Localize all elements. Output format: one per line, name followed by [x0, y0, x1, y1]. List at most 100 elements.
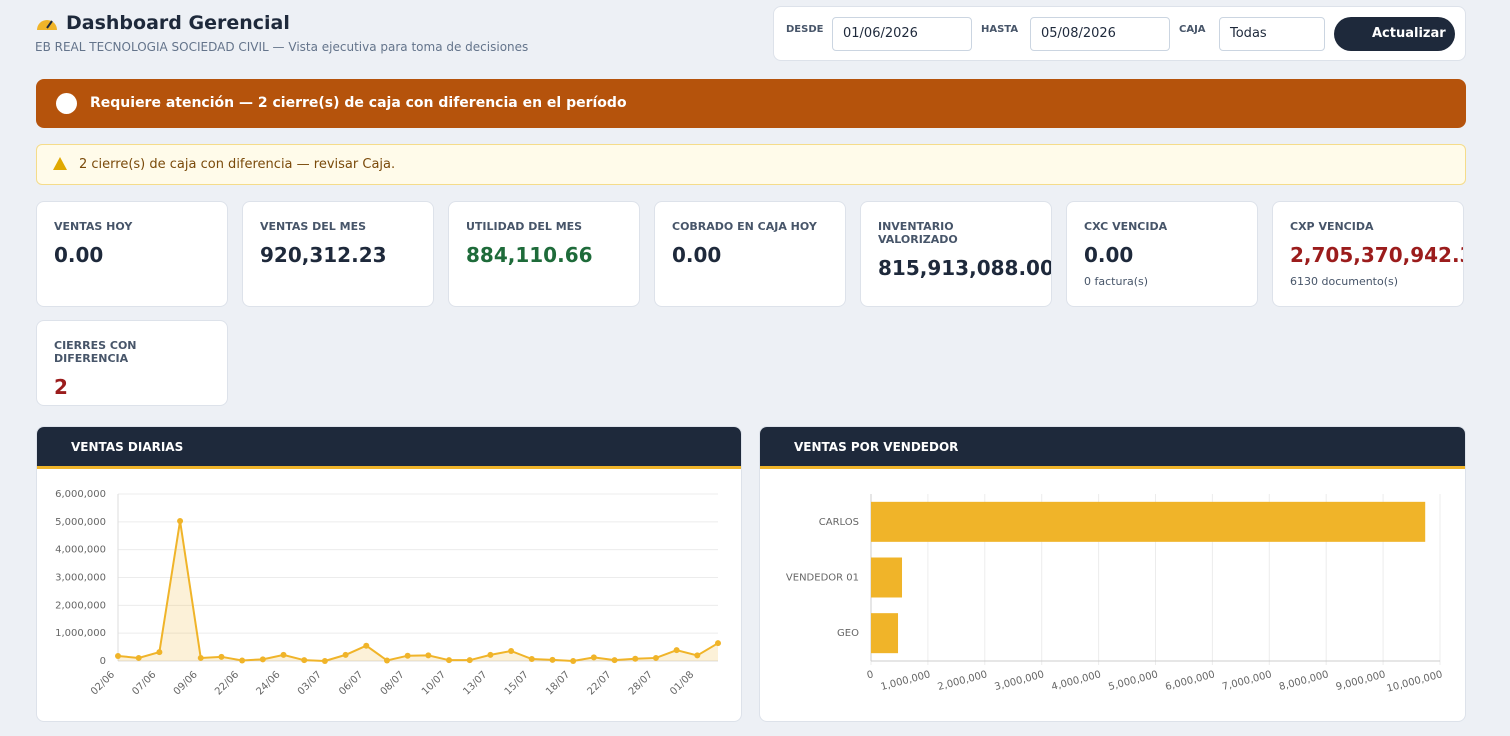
kpi-value: 0.00: [672, 243, 722, 267]
kpi-label: VENTAS DEL MES: [260, 220, 367, 233]
filter-label: DESDE: [786, 24, 824, 35]
x-tick-label: 08/07: [379, 669, 407, 697]
point: [694, 652, 701, 659]
point: [549, 656, 556, 663]
point: [466, 657, 473, 664]
x-tick-label: 18/07: [544, 669, 572, 697]
kpi-value: 2: [54, 375, 68, 399]
point: [321, 658, 328, 664]
point: [446, 657, 453, 664]
kpi-value: 0.00: [54, 243, 104, 267]
x-tick-label: 3,000,000: [993, 669, 1045, 693]
gauge-icon: [37, 20, 57, 30]
x-tick-label: 22/06: [213, 669, 241, 697]
filter-label: HASTA: [981, 24, 1019, 35]
point: [218, 653, 225, 660]
refresh-button[interactable]: Actualizar: [1334, 17, 1455, 51]
y-tick-label: 5,000,000: [55, 517, 106, 528]
kpi-card: CXC VENCIDA 0.00 0 factura(s): [1066, 201, 1258, 307]
point: [570, 658, 577, 664]
kpi-card: INVENTARIO VALORIZADO 815,913,088.00: [860, 201, 1052, 307]
filter-bar: DESDE 01/06/2026 HASTA 05/08/2026 CAJA T…: [773, 6, 1466, 61]
point: [632, 655, 639, 662]
x-tick-label: 06/07: [337, 669, 365, 697]
bar: [871, 557, 903, 598]
x-tick-label: 09/06: [172, 669, 200, 697]
x-tick-label: 07/06: [130, 669, 158, 697]
kpi-card: VENTAS HOY 0.00: [36, 201, 228, 307]
point: [363, 642, 370, 649]
x-tick-label: 10,000,000: [1386, 669, 1444, 694]
kpi-label: INVENTARIO VALORIZADO: [878, 220, 958, 246]
chart-panel: VENTAS POR VENDEDOR 0 1,000,000 2,000,000 3…: [759, 426, 1466, 722]
chart: 0 1,000,000 2,000,000 3,000,000 4,000,000 5,0…: [55, 489, 721, 698]
point: [652, 654, 659, 661]
point: [404, 652, 411, 659]
point: [280, 651, 287, 658]
x-tick-label: 8,000,000: [1278, 669, 1330, 693]
point: [611, 657, 618, 664]
point: [177, 517, 184, 524]
kpi-label: CIERRES CON DIFERENCIA: [54, 339, 137, 365]
point: [528, 656, 535, 663]
kpi-card: VENTAS DEL MES 920,312.23: [242, 201, 434, 307]
bar: [871, 501, 1426, 542]
y-tick-label: 4,000,000: [55, 545, 106, 556]
x-tick-label: 4,000,000: [1050, 669, 1102, 693]
kpi-label: CXP VENCIDA: [1290, 220, 1374, 233]
y-tick-label: VENDEDOR 01: [786, 573, 859, 584]
panel-title: VENTAS POR VENDEDOR: [760, 427, 1465, 469]
x-tick-label: 1,000,000: [880, 669, 932, 693]
panel-title: VENTAS DIARIAS: [37, 427, 741, 469]
point: [383, 657, 390, 664]
x-tick-label: 10/07: [420, 669, 448, 697]
x-tick-label: 13/07: [461, 669, 489, 697]
warning-box: 2 cierre(s) de caja con diferencia — rev…: [36, 144, 1466, 185]
point: [115, 652, 121, 659]
point: [715, 640, 721, 647]
y-tick-label: 1,000,000: [55, 628, 106, 639]
x-tick-label: 6,000,000: [1164, 669, 1216, 693]
y-tick-label: 0: [100, 656, 106, 667]
x-tick-label: 9,000,000: [1335, 669, 1387, 693]
area: [118, 520, 718, 661]
page-title: Dashboard Gerencial: [66, 12, 290, 34]
x-tick-label: 15/07: [503, 669, 531, 697]
kpi-card: UTILIDAD DEL MES 884,110.66: [448, 201, 640, 307]
y-tick-label: 3,000,000: [55, 573, 106, 584]
point: [301, 657, 308, 664]
select[interactable]: Todas: [1219, 17, 1325, 51]
warning-icon: [53, 157, 67, 170]
bar: [871, 613, 899, 654]
date-input[interactable]: 05/08/2026: [1030, 17, 1170, 51]
x-tick-label: 0: [866, 669, 875, 681]
x-tick-label: 03/07: [296, 669, 324, 697]
y-tick-label: 2,000,000: [55, 600, 106, 611]
x-tick-label: 28/07: [627, 669, 655, 697]
point: [259, 656, 266, 663]
point: [239, 657, 246, 664]
point: [135, 654, 142, 661]
point: [673, 647, 680, 654]
kpi-sub: 6130 documento(s): [1290, 275, 1399, 288]
point: [197, 654, 204, 661]
kpi-sub: 0 factura(s): [1084, 275, 1149, 288]
date-input[interactable]: 01/06/2026: [832, 17, 972, 51]
x-tick-label: 2,000,000: [937, 669, 989, 693]
alert-icon: [56, 93, 77, 114]
kpi-label: UTILIDAD DEL MES: [466, 220, 583, 233]
point: [508, 647, 515, 654]
point: [487, 651, 494, 658]
y-tick-label: GEO: [837, 628, 859, 639]
kpi-card: CIERRES CON DIFERENCIA 2: [36, 320, 228, 406]
kpi-value: 2,705,370,942.35: [1290, 243, 1463, 267]
x-tick-label: 5,000,000: [1107, 669, 1159, 693]
x-tick-label: 01/08: [668, 669, 696, 697]
kpi-label: VENTAS HOY: [54, 220, 133, 233]
chart-panel: VENTAS DIARIAS 0 1,000,000 2,000,000 3,000,…: [36, 426, 742, 722]
x-tick-label: 7,000,000: [1221, 669, 1273, 693]
page-subtitle: EB REAL TECNOLOGIA SOCIEDAD CIVIL — Vist…: [35, 40, 529, 54]
kpi-label: CXC VENCIDA: [1084, 220, 1168, 233]
x-tick-label: 22/07: [586, 669, 614, 697]
